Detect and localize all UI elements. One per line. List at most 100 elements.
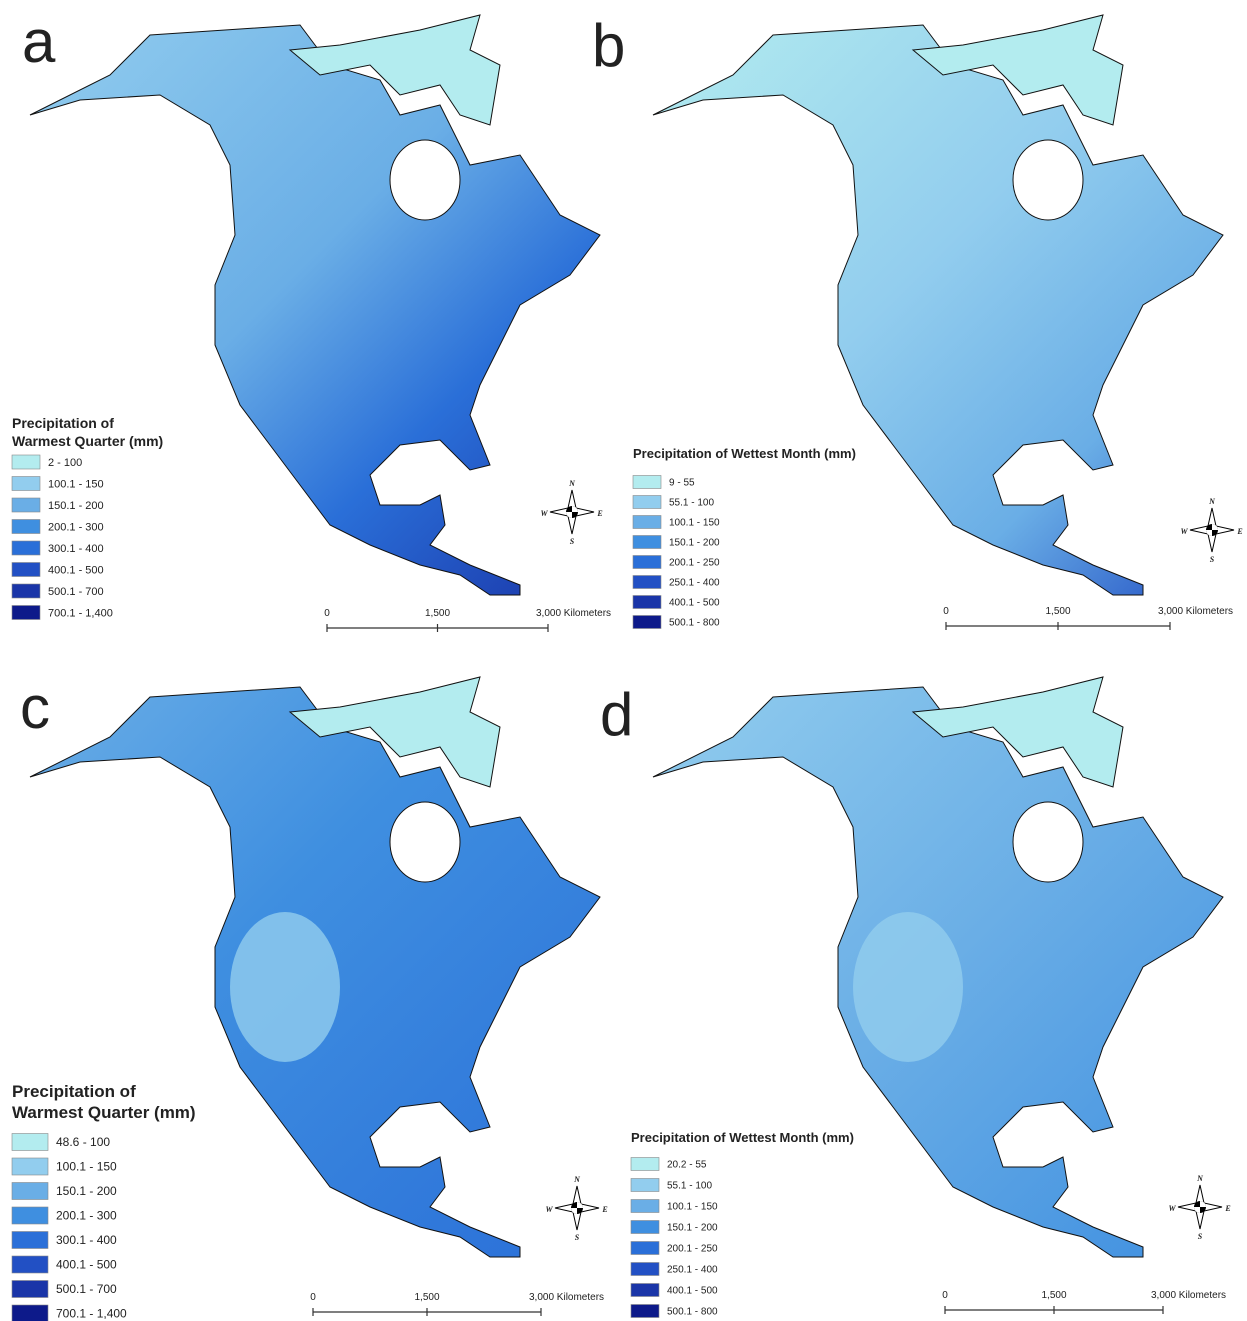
legend-swatch xyxy=(12,1183,48,1200)
legend-swatch xyxy=(631,1263,659,1276)
legend-swatch xyxy=(633,496,661,509)
legend-label: 55.1 - 100 xyxy=(667,1181,712,1192)
legend-swatch xyxy=(633,596,661,609)
legend-label: 9 - 55 xyxy=(669,478,695,489)
legend-label: 500.1 - 700 xyxy=(56,1282,117,1296)
legend-label: 400.1 - 500 xyxy=(48,564,104,576)
legend-swatch xyxy=(631,1158,659,1171)
landmass xyxy=(653,25,1223,595)
landmass xyxy=(30,25,600,595)
map xyxy=(653,15,1223,595)
panel: b Precipitation of Wettest Month (mm) 9 - … xyxy=(592,12,1243,630)
legend-label: 20.2 - 55 xyxy=(667,1160,707,1171)
legend-label: 300.1 - 400 xyxy=(56,1233,117,1247)
north-arrow: NESW xyxy=(1168,1174,1230,1241)
compass-letter: W xyxy=(545,1205,553,1214)
legend-swatch xyxy=(12,584,40,598)
figure: a Precipitation of Warmest Quarter (mm) 2 -… xyxy=(0,0,1247,1321)
legend-title: Warmest Quarter (mm) xyxy=(12,1103,196,1122)
legend-label: 400.1 - 500 xyxy=(669,598,720,609)
legend-label: 150.1 - 200 xyxy=(56,1184,117,1198)
scale-label: 3,000 Kilometers xyxy=(529,1292,604,1303)
legend-swatch xyxy=(631,1221,659,1234)
legend-label: 700.1 - 1,400 xyxy=(56,1307,127,1321)
scale-label: 3,000 Kilometers xyxy=(536,608,611,619)
scale-label: 1,500 xyxy=(1041,1290,1066,1301)
legend-swatch xyxy=(12,1305,48,1321)
legend-label: 250.1 - 400 xyxy=(669,578,720,589)
compass-letter: E xyxy=(1224,1204,1230,1213)
scale-label: 1,500 xyxy=(1045,606,1070,617)
legend-swatch xyxy=(633,476,661,489)
legend-swatch xyxy=(633,576,661,589)
compass-letter: S xyxy=(1210,555,1215,564)
legend-swatch xyxy=(12,1207,48,1224)
compass-letter: N xyxy=(568,479,576,488)
legend-swatch xyxy=(12,498,40,512)
legend-label: 55.1 - 100 xyxy=(669,498,714,509)
scale-label: 0 xyxy=(942,1290,948,1301)
legend-swatch xyxy=(633,556,661,569)
legend-label: 500.1 - 800 xyxy=(669,618,720,629)
panel-label: c xyxy=(20,674,50,741)
legend-swatch xyxy=(12,606,40,620)
legend-label: 500.1 - 800 xyxy=(667,1307,718,1318)
compass-letter: N xyxy=(1196,1174,1204,1183)
compass-letter: N xyxy=(1208,497,1216,506)
scale-label: 0 xyxy=(943,606,949,617)
north-arrow: N E S W xyxy=(545,1175,607,1242)
compass-letter: S xyxy=(575,1233,580,1242)
legend-swatch xyxy=(12,477,40,491)
compass-letter: S xyxy=(570,537,575,546)
compass-letter: W xyxy=(540,509,548,518)
legend-swatch xyxy=(631,1284,659,1297)
legend-label: 300.1 - 400 xyxy=(48,543,104,555)
legend-swatch xyxy=(12,1256,48,1273)
legend-label: 150.1 - 200 xyxy=(667,1223,718,1234)
legend-label: 700.1 - 1,400 xyxy=(48,607,113,619)
legend-swatch xyxy=(12,1232,48,1249)
legend-swatch xyxy=(12,563,40,577)
map xyxy=(30,15,600,595)
legend-label: 150.1 - 200 xyxy=(669,538,720,549)
legend-swatch xyxy=(12,1134,48,1151)
legend-label: 250.1 - 400 xyxy=(667,1265,718,1276)
legend-swatch xyxy=(631,1305,659,1318)
legend-label: 500.1 - 700 xyxy=(48,586,104,598)
map-region xyxy=(230,912,340,1062)
hudson-bay xyxy=(1013,140,1083,220)
compass-letter: N xyxy=(573,1175,581,1184)
scale-label: 3,000 Kilometers xyxy=(1158,606,1233,617)
legend-label: 100.1 - 150 xyxy=(667,1202,718,1213)
hudson-bay xyxy=(390,802,460,882)
legend-title: Precipitation of Wettest Month (mm) xyxy=(633,446,856,461)
legend-title: Precipitation of xyxy=(12,415,114,431)
legend-swatch xyxy=(633,616,661,629)
legend-swatch xyxy=(12,520,40,534)
panel-label: a xyxy=(22,8,56,75)
compass-letter: E xyxy=(601,1205,607,1214)
map-region xyxy=(853,912,963,1062)
legend-title: Precipitation of xyxy=(12,1082,136,1101)
legend-label: 2 - 100 xyxy=(48,457,82,469)
legend-swatch xyxy=(12,455,40,469)
legend-label: 400.1 - 500 xyxy=(667,1286,718,1297)
legend-swatch xyxy=(12,1158,48,1175)
legend-swatch xyxy=(631,1242,659,1255)
scale-label: 1,500 xyxy=(414,1292,439,1303)
scale-label: 0 xyxy=(310,1292,316,1303)
legend-swatch xyxy=(12,541,40,555)
scale-label: 1,500 xyxy=(425,608,450,619)
panel: dPrecipitation of Wettest Month (mm)20.2… xyxy=(600,677,1231,1318)
legend-label: 150.1 - 200 xyxy=(48,500,104,512)
compass-letter: E xyxy=(1236,527,1242,536)
legend-label: 100.1 - 150 xyxy=(669,518,720,529)
legend-swatch xyxy=(12,1281,48,1298)
legend-label: 200.1 - 300 xyxy=(48,521,104,533)
legend-swatch xyxy=(631,1200,659,1213)
panels: a Precipitation of Warmest Quarter (mm) 2 -… xyxy=(12,8,1243,1321)
panel-label: b xyxy=(592,12,625,79)
